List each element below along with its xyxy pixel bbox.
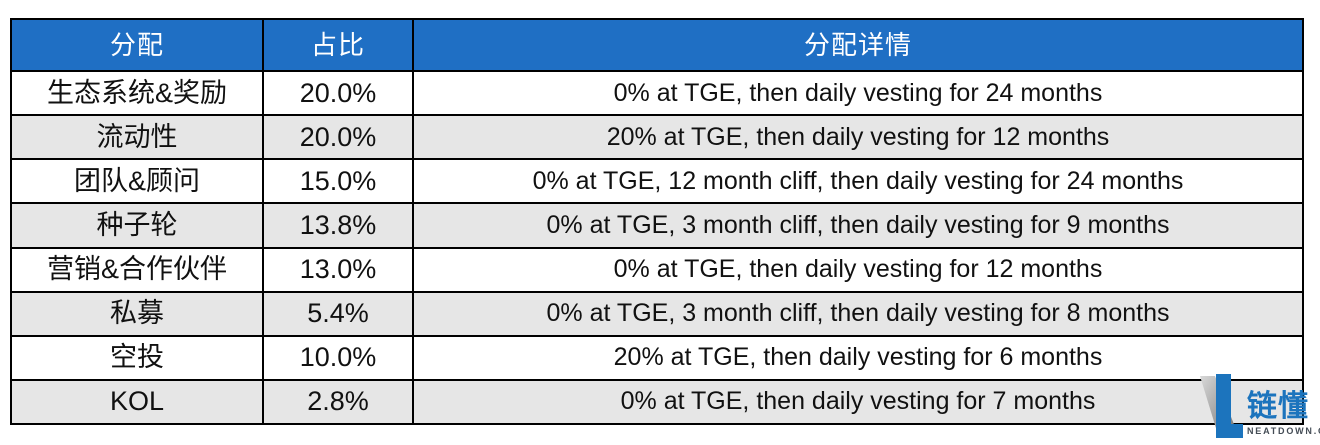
cell-detail: 0% at TGE, 12 month cliff, then daily ve… (412, 158, 1304, 205)
table-row: 流动性 20.0% 20% at TGE, then daily vesting… (10, 114, 1304, 161)
column-header-percent: 占比 (262, 18, 414, 72)
cell-percent: 20.0% (262, 69, 414, 117)
cell-percent: 2.8% (262, 378, 414, 426)
cell-percent: 13.8% (262, 202, 414, 249)
table-row: KOL 2.8% 0% at TGE, then daily vesting f… (10, 378, 1304, 426)
cell-detail: 0% at TGE, then daily vesting for 24 mon… (412, 69, 1304, 117)
watermark-domain: NEATDOWN.COM (1247, 426, 1320, 436)
cell-detail: 0% at TGE, then daily vesting for 12 mon… (412, 246, 1304, 293)
table-row: 私募 5.4% 0% at TGE, 3 month cliff, then d… (10, 290, 1304, 337)
table-row: 空投 10.0% 20% at TGE, then daily vesting … (10, 334, 1304, 381)
cell-percent: 10.0% (262, 334, 414, 381)
table-row: 营销&合作伙伴 13.0% 0% at TGE, then daily vest… (10, 246, 1304, 293)
cell-allocation: 流动性 (10, 114, 264, 161)
cell-detail: 20% at TGE, then daily vesting for 12 mo… (412, 114, 1304, 161)
table-row: 团队&顾问 15.0% 0% at TGE, 12 month cliff, t… (10, 158, 1304, 205)
table-header: 分配 占比 分配详情 (10, 18, 1304, 72)
cell-detail: 0% at TGE, 3 month cliff, then daily ves… (412, 202, 1304, 249)
cell-allocation: 种子轮 (10, 202, 264, 249)
cell-percent: 5.4% (262, 290, 414, 337)
column-header-allocation: 分配 (10, 18, 264, 72)
cell-detail: 0% at TGE, then daily vesting for 7 mont… (412, 378, 1304, 426)
table-row: 种子轮 13.8% 0% at TGE, 3 month cliff, then… (10, 202, 1304, 249)
cell-allocation: 空投 (10, 334, 264, 381)
table-row: 生态系统&奖励 20.0% 0% at TGE, then daily vest… (10, 69, 1304, 117)
cell-detail: 20% at TGE, then daily vesting for 6 mon… (412, 334, 1304, 381)
cell-percent: 15.0% (262, 158, 414, 205)
cell-allocation: 私募 (10, 290, 264, 337)
header-row: 分配 占比 分配详情 (10, 18, 1304, 72)
cell-detail: 0% at TGE, 3 month cliff, then daily ves… (412, 290, 1304, 337)
cell-percent: 13.0% (262, 246, 414, 293)
token-allocation-table: 分配 占比 分配详情 生态系统&奖励 20.0% 0% at TGE, then… (10, 18, 1304, 426)
cell-allocation: KOL (10, 378, 264, 426)
cell-percent: 20.0% (262, 114, 414, 161)
cell-allocation: 团队&顾问 (10, 158, 264, 205)
cell-allocation: 营销&合作伙伴 (10, 246, 264, 293)
column-header-detail: 分配详情 (412, 18, 1304, 72)
table-body: 生态系统&奖励 20.0% 0% at TGE, then daily vest… (10, 69, 1304, 426)
allocation-table-container: 分配 占比 分配详情 生态系统&奖励 20.0% 0% at TGE, then… (10, 18, 1304, 426)
cell-allocation: 生态系统&奖励 (10, 69, 264, 117)
